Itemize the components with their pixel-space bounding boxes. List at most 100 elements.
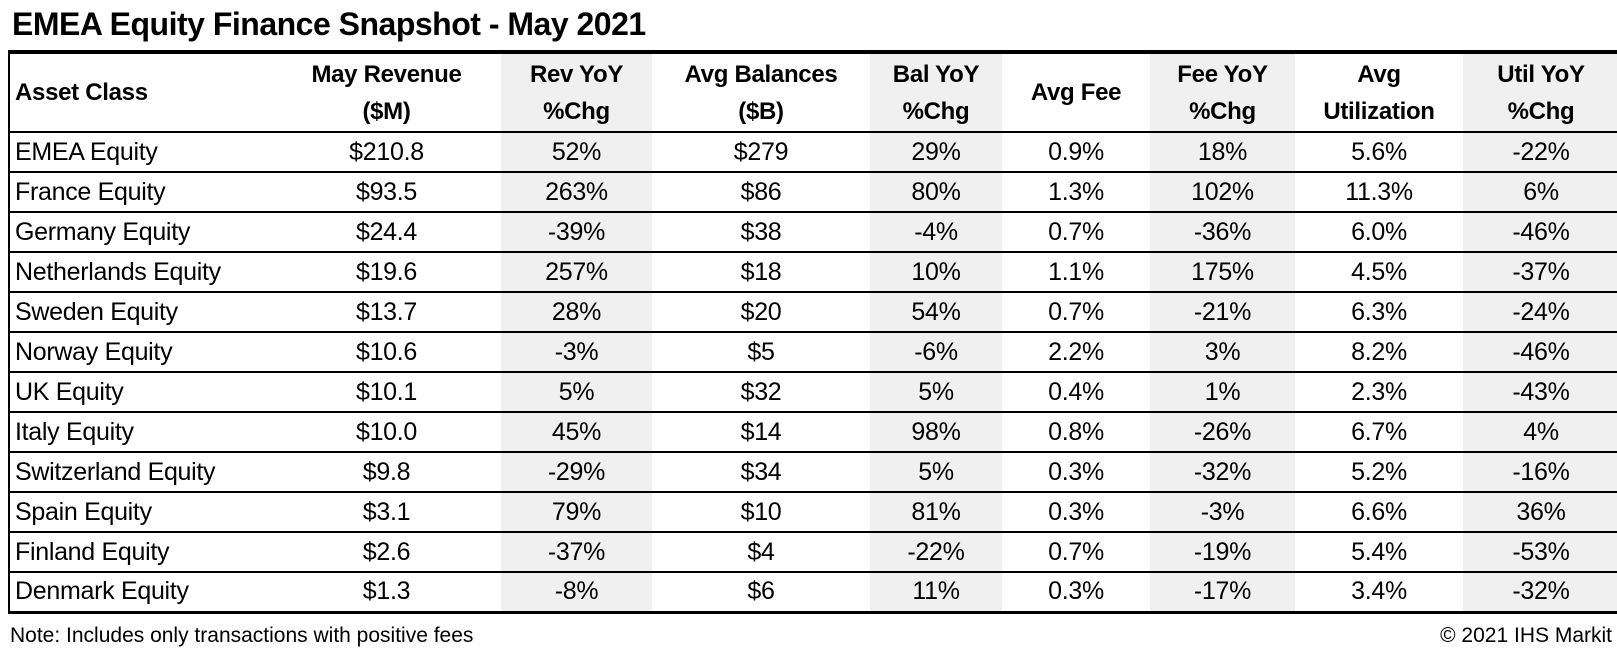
cell-avg_fee: 1.3%: [1048, 177, 1104, 206]
cell-asset_class: Switzerland Equity: [15, 457, 216, 486]
cell-rev_yoy: 263%: [501, 172, 652, 212]
cell-avg_balances: $34: [740, 457, 782, 486]
column-header-bal_yoy: Bal YoY %Chg: [870, 52, 1002, 132]
cell-fee_yoy: 1%: [1150, 372, 1295, 412]
table-row: Finland Equity $2.6 -37% $4 -22% 0.7% -19% 5.4%…: [9, 532, 1617, 572]
table-row: Germany Equity $24.4 -39% $38 -4% 0.7% -36% 6.0…: [9, 212, 1617, 252]
cell-bal_yoy: 54%: [870, 292, 1002, 332]
cell-avg_balances: $32: [740, 377, 782, 406]
cell-bal_yoy: 80%: [870, 172, 1002, 212]
cell-util_yoy: -53%: [1463, 532, 1617, 572]
table-body: EMEA Equity $210.8 52% $279 29% 0.9% 18% 5.6% -2…: [9, 132, 1617, 612]
cell-may_revenue: $210.8: [349, 137, 424, 166]
cell-fee_yoy: -21%: [1150, 292, 1295, 332]
cell-rev_yoy: 45%: [501, 412, 652, 452]
cell-rev_yoy: -37%: [501, 532, 652, 572]
cell-avg_balances: $38: [740, 217, 782, 246]
cell-util_yoy: -22%: [1463, 132, 1617, 172]
cell-may_revenue: $93.5: [355, 177, 418, 206]
column-header-asset_class: Asset Class: [15, 79, 148, 106]
cell-avg_utilization: 5.6%: [1351, 137, 1407, 166]
cell-asset_class: Spain Equity: [15, 497, 152, 526]
cell-avg_utilization: 6.3%: [1351, 297, 1407, 326]
cell-avg_utilization: 11.3%: [1345, 177, 1413, 206]
cell-asset_class: Germany Equity: [15, 217, 191, 246]
table-row: Switzerland Equity $9.8 -29% $34 5% 0.3% -32% 5…: [9, 452, 1617, 492]
cell-fee_yoy: -36%: [1150, 212, 1295, 252]
cell-bal_yoy: -22%: [870, 532, 1002, 572]
cell-bal_yoy: 10%: [870, 252, 1002, 292]
cell-bal_yoy: 81%: [870, 492, 1002, 532]
cell-avg_fee: 2.2%: [1048, 337, 1104, 366]
cell-rev_yoy: 52%: [501, 132, 652, 172]
cell-util_yoy: -43%: [1463, 372, 1617, 412]
cell-may_revenue: $10.1: [355, 377, 418, 406]
cell-may_revenue: $2.6: [362, 537, 411, 566]
cell-asset_class: UK Equity: [15, 377, 124, 406]
cell-util_yoy: -16%: [1463, 452, 1617, 492]
cell-rev_yoy: 257%: [501, 252, 652, 292]
table-row: Italy Equity $10.0 45% $14 98% 0.8% -26% 6.7% 4%: [9, 412, 1617, 452]
cell-fee_yoy: 102%: [1150, 172, 1295, 212]
cell-rev_yoy: -29%: [501, 452, 652, 492]
column-header-util_yoy: Util YoY %Chg: [1463, 52, 1617, 132]
cell-util_yoy: -37%: [1463, 252, 1617, 292]
cell-asset_class: Sweden Equity: [15, 297, 178, 326]
table-row: Netherlands Equity $19.6 257% $18 10% 1.1% 175…: [9, 252, 1617, 292]
cell-avg_balances: $5: [747, 337, 775, 366]
table-row: Sweden Equity $13.7 28% $20 54% 0.7% -21% 6.3% -…: [9, 292, 1617, 332]
cell-fee_yoy: -17%: [1150, 572, 1295, 612]
cell-asset_class: Denmark Equity: [15, 577, 189, 606]
cell-may_revenue: $1.3: [362, 577, 411, 606]
cell-bal_yoy: 29%: [870, 132, 1002, 172]
cell-asset_class: Netherlands Equity: [15, 257, 221, 286]
cell-util_yoy: -32%: [1463, 572, 1617, 612]
cell-bal_yoy: 11%: [870, 572, 1002, 612]
cell-asset_class: Finland Equity: [15, 537, 170, 566]
cell-fee_yoy: -19%: [1150, 532, 1295, 572]
page-title: EMEA Equity Finance Snapshot - May 2021: [12, 6, 646, 42]
cell-asset_class: Italy Equity: [15, 417, 134, 446]
table-row: Spain Equity $3.1 79% $10 81% 0.3% -3% 6.6% 36%: [9, 492, 1617, 532]
cell-avg_fee: 0.3%: [1048, 577, 1104, 606]
cell-avg_utilization: 3.4%: [1351, 577, 1407, 606]
cell-fee_yoy: 3%: [1150, 332, 1295, 372]
cell-rev_yoy: 5%: [501, 372, 652, 412]
cell-avg_utilization: 6.0%: [1351, 217, 1407, 246]
cell-avg_utilization: 5.2%: [1351, 457, 1407, 486]
cell-avg_utilization: 8.2%: [1351, 337, 1407, 366]
cell-may_revenue: $9.8: [362, 457, 411, 486]
cell-util_yoy: 4%: [1463, 412, 1617, 452]
cell-fee_yoy: 18%: [1150, 132, 1295, 172]
column-header-fee_yoy: Fee YoY %Chg: [1150, 52, 1295, 132]
table-row: Norway Equity $10.6 -3% $5 -6% 2.2% 3% 8.2% -46%: [9, 332, 1617, 372]
cell-avg_fee: 0.7%: [1048, 537, 1104, 566]
footnote: Note: Includes only transactions with po…: [10, 623, 474, 647]
cell-util_yoy: 36%: [1463, 492, 1617, 532]
cell-avg_fee: 1.1%: [1048, 257, 1104, 286]
cell-fee_yoy: -32%: [1150, 452, 1295, 492]
cell-rev_yoy: 28%: [501, 292, 652, 332]
table-header: Asset Class May Revenue ($M) Rev YoY %Chg Avg…: [9, 52, 1617, 132]
cell-bal_yoy: -6%: [870, 332, 1002, 372]
cell-avg_fee: 0.8%: [1048, 417, 1104, 446]
cell-rev_yoy: -3%: [501, 332, 652, 372]
cell-fee_yoy: -3%: [1150, 492, 1295, 532]
cell-bal_yoy: 98%: [870, 412, 1002, 452]
cell-bal_yoy: 5%: [870, 452, 1002, 492]
equity-finance-snapshot-table: Asset Class May Revenue ($M) Rev YoY %Chg Avg…: [8, 50, 1617, 614]
column-header-rev_yoy: Rev YoY %Chg: [501, 52, 652, 132]
cell-avg_balances: $279: [733, 137, 789, 166]
copyright-text: © 2021 IHS Markit: [1440, 623, 1612, 647]
table-row: France Equity $93.5 263% $86 80% 1.3% 102% 11.3…: [9, 172, 1617, 212]
cell-avg_utilization: 5.4%: [1351, 537, 1407, 566]
cell-may_revenue: $24.4: [355, 217, 418, 246]
cell-avg_balances: $4: [747, 537, 775, 566]
cell-avg_utilization: 2.3%: [1351, 377, 1407, 406]
column-header-avg_fee: Avg Fee: [1030, 79, 1122, 106]
cell-fee_yoy: 175%: [1150, 252, 1295, 292]
cell-avg_utilization: 4.5%: [1351, 257, 1407, 286]
table-row: EMEA Equity $210.8 52% $279 29% 0.9% 18% 5.6% -2…: [9, 132, 1617, 172]
cell-may_revenue: $19.6: [355, 257, 418, 286]
cell-may_revenue: $13.7: [355, 297, 418, 326]
